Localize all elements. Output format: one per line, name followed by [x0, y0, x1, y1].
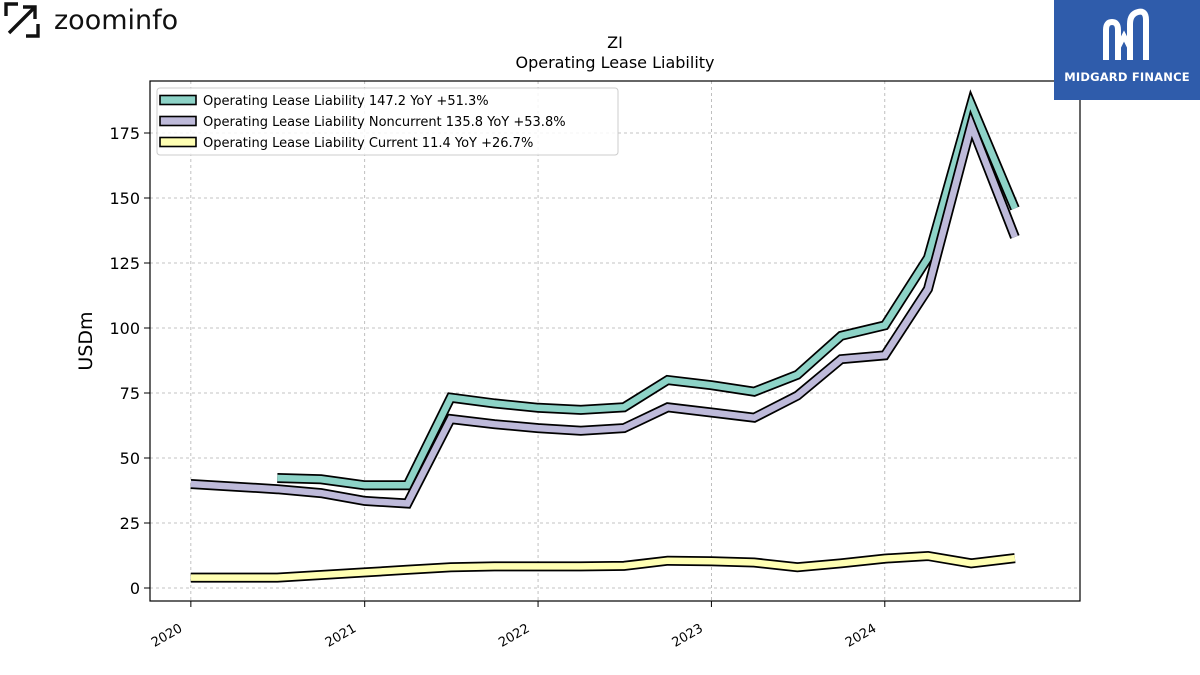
legend-swatch: [159, 94, 197, 106]
y-axis: 0 25 50 75 100 125 150 175: [109, 124, 150, 598]
series-line: [277, 94, 1018, 489]
grid-lines: [150, 81, 1080, 601]
midgard-finance-text: MIDGARD FINANCE: [1064, 70, 1190, 84]
y-tick-label: 125: [109, 254, 140, 273]
series-lines: [190, 89, 1020, 583]
y-tick-label: 150: [109, 189, 140, 208]
legend-label: Operating Lease Liability Current 11.4 Y…: [203, 136, 533, 151]
x-tick-label: 2022: [496, 621, 532, 651]
y-tick-label: 0: [130, 579, 140, 598]
legend-label: Operating Lease Liability Noncurrent 135…: [203, 115, 566, 130]
legend-swatch: [159, 136, 197, 148]
series-line: [190, 114, 1018, 507]
series-line: [190, 552, 1016, 581]
y-tick-label: 50: [120, 449, 140, 468]
legend: Operating Lease Liability 147.2 YoY +51.…: [156, 87, 619, 156]
chart-title: ZI: [607, 33, 623, 52]
legend-label: Operating Lease Liability 147.2 YoY +51.…: [203, 94, 489, 109]
x-tick-label: 2021: [323, 621, 359, 651]
y-tick-label: 25: [120, 514, 140, 533]
x-axis: 2020 2021 2022 2023 2024: [149, 601, 886, 651]
x-tick-label: 2023: [670, 621, 706, 651]
plot-frame: [149, 80, 1081, 602]
x-tick-label: 2020: [149, 621, 185, 651]
y-tick-label: 100: [109, 319, 140, 338]
x-tick-label: 2024: [843, 621, 879, 651]
midgard-m-icon: [1103, 8, 1149, 60]
zoominfo-logo: zoominfo: [4, 2, 178, 38]
midgard-finance-badge: MIDGARD FINANCE: [1054, 0, 1200, 100]
y-tick-label: 75: [120, 384, 140, 403]
legend-swatch: [159, 115, 197, 127]
legend-frame: [156, 87, 619, 156]
zoominfo-wordmark: zoominfo: [54, 4, 179, 36]
chart-subtitle: Operating Lease Liability: [515, 53, 714, 72]
y-tick-label: 175: [109, 124, 140, 143]
zoominfo-z-icon: [4, 2, 40, 38]
y-axis-label: USDm: [75, 311, 97, 370]
